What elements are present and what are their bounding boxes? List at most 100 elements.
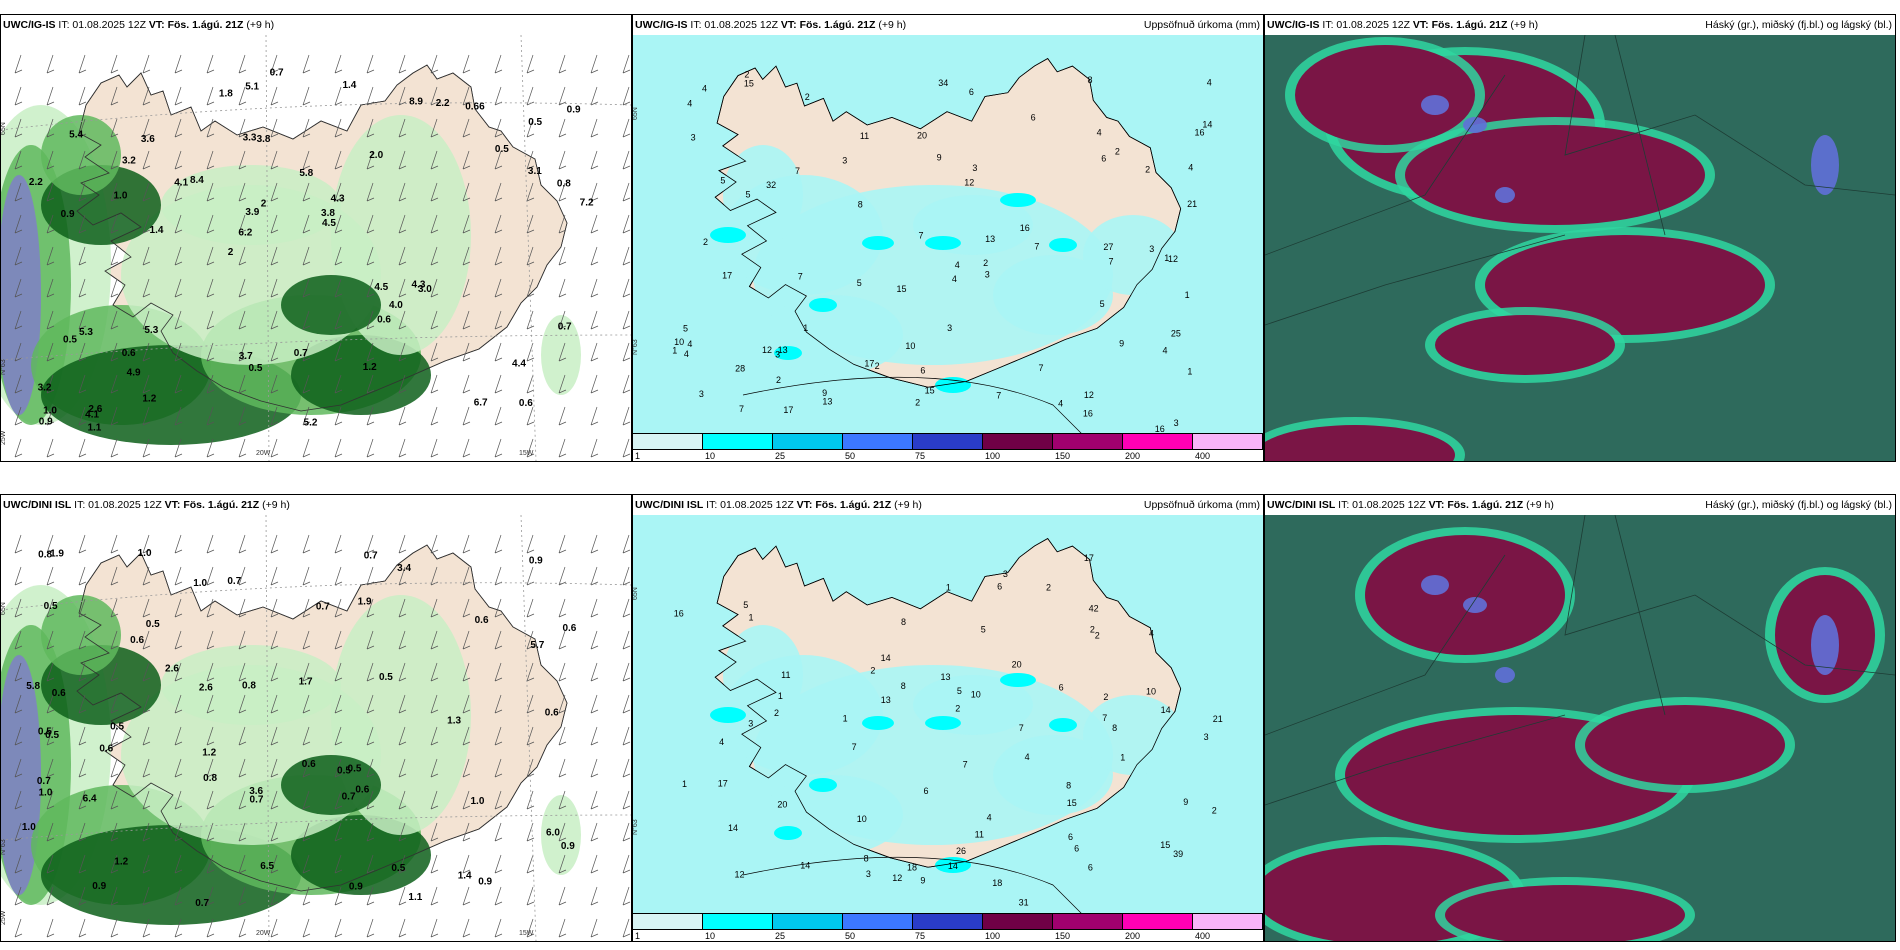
- wind-barb: [270, 694, 279, 714]
- wind-barb: [174, 150, 183, 170]
- wind-barb: [142, 630, 151, 650]
- wind-value-label: 0.7: [270, 68, 284, 79]
- wind-value-label: 0.6: [122, 348, 136, 359]
- precip-value-label: 26: [956, 846, 966, 856]
- wind-barb: [78, 566, 87, 586]
- wind-barb: [398, 630, 407, 650]
- precip-value-label: 2: [1046, 583, 1051, 593]
- wind-value-label: 0.5: [495, 144, 509, 155]
- wind-barb: [526, 374, 535, 394]
- wind-barb: [270, 662, 279, 682]
- precip-value-label: 3: [748, 719, 753, 729]
- precip-value-label: 7: [1034, 241, 1039, 251]
- wind-barb: [238, 406, 247, 426]
- wind-barb: [398, 214, 407, 234]
- wind-barb: [110, 886, 119, 906]
- wind-barb: [270, 790, 279, 810]
- wind-barb: [462, 918, 471, 938]
- wind-value-label: 4.9: [127, 367, 141, 378]
- legend-swatch: [983, 913, 1053, 930]
- wind-barb: [366, 246, 375, 266]
- wind-barb: [174, 598, 183, 618]
- wind-barb: [238, 598, 247, 618]
- wind-barb: [462, 342, 471, 362]
- precip-value-label: 1: [1120, 752, 1125, 762]
- wind-value-label: 1.3: [447, 716, 461, 727]
- precip-core: [862, 236, 894, 250]
- wind-barb: [238, 726, 247, 746]
- wind-barb: [302, 758, 311, 778]
- wind-barb: [46, 86, 55, 106]
- wind-barbs: [14, 534, 631, 938]
- wind-barb: [622, 342, 631, 362]
- precip-value-label: 9: [822, 388, 827, 398]
- precip-value-label: 10: [857, 814, 867, 824]
- wind-value-label: 2.0: [369, 150, 383, 161]
- legend-swatch: [1053, 913, 1123, 930]
- wind-barb: [78, 406, 87, 426]
- precip-value-label: 15: [925, 386, 935, 396]
- wind-barb: [334, 438, 343, 458]
- wind-barb: [526, 918, 535, 938]
- wind-barb: [398, 790, 407, 810]
- wind-value-label: 3.6: [141, 134, 155, 145]
- wind-barb: [526, 406, 535, 426]
- precip-value-label: 14: [800, 860, 810, 870]
- wind-barb: [174, 822, 183, 842]
- precip-value-label: 15: [744, 79, 754, 89]
- panel-title: UWC/DINI ISL IT: 01.08.2025 12Z VT: Fös.…: [3, 499, 290, 511]
- wind-barb: [78, 86, 87, 106]
- wind-barb: [46, 918, 55, 938]
- wind-barb: [270, 246, 279, 266]
- wind-barb: [334, 86, 343, 106]
- precip-value-label: 21: [1187, 199, 1197, 209]
- precip-core: [774, 346, 802, 360]
- legend-swatch: [1123, 913, 1193, 930]
- wind-barb: [622, 278, 631, 298]
- wind-barb: [238, 54, 247, 74]
- wind-barb: [558, 278, 567, 298]
- precip-value-label: 3: [699, 389, 704, 399]
- wind-barb: [398, 246, 407, 266]
- axis-label: N°63: [1, 359, 7, 375]
- precip-value-label: 4: [684, 349, 689, 359]
- wind-barb: [430, 310, 439, 330]
- wind-barb: [206, 534, 215, 554]
- wind-barb: [622, 246, 631, 266]
- wind-barb: [334, 374, 343, 394]
- wind-value-label: 1.2: [142, 393, 156, 404]
- precip-value-label: 20: [777, 800, 787, 810]
- wind-value-label: 5.4: [69, 130, 83, 141]
- wind-barb: [366, 822, 375, 842]
- precip-value-label: 3: [985, 270, 990, 280]
- wind-barb: [590, 86, 599, 106]
- wind-barb: [174, 918, 183, 938]
- wind-barb: [238, 854, 247, 874]
- wind-value-label: 5.2: [304, 418, 318, 429]
- precip-value-label: 21: [1213, 714, 1223, 724]
- wind-barb: [206, 854, 215, 874]
- coast-segment: [1265, 515, 1895, 806]
- wind-barb: [622, 566, 631, 586]
- wind-value-label: 0.6: [519, 398, 533, 409]
- precip-value-label: 2: [1095, 630, 1100, 640]
- precip-value-label: 5: [957, 686, 962, 696]
- wind-value-label: 0.9: [39, 417, 53, 428]
- wind-barb: [558, 822, 567, 842]
- wind-barb: [110, 406, 119, 426]
- wind-speed-area: [281, 275, 381, 335]
- precip-value-label: 1: [748, 612, 753, 622]
- wind-barb: [430, 630, 439, 650]
- wind-barb: [302, 374, 311, 394]
- wind-barb: [462, 182, 471, 202]
- wind-barb: [46, 662, 55, 682]
- wind-barb: [302, 406, 311, 426]
- legend-tick-label: 100: [985, 931, 1001, 941]
- wind-barb: [270, 758, 279, 778]
- wind-value-label: 1.2: [363, 362, 377, 373]
- wind-barb: [14, 918, 23, 938]
- lon-line: [265, 35, 270, 461]
- wind-barb: [142, 790, 151, 810]
- wind-barb: [78, 630, 87, 650]
- wind-barb: [622, 54, 631, 74]
